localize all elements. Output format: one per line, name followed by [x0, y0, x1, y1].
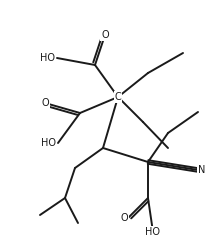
- Text: O: O: [101, 30, 109, 40]
- Text: O: O: [41, 98, 49, 108]
- Text: HO: HO: [146, 227, 161, 237]
- Text: N: N: [198, 165, 205, 175]
- Text: HO: HO: [40, 53, 55, 63]
- Text: HO: HO: [41, 138, 56, 148]
- Text: C: C: [115, 92, 121, 102]
- Text: O: O: [120, 213, 128, 223]
